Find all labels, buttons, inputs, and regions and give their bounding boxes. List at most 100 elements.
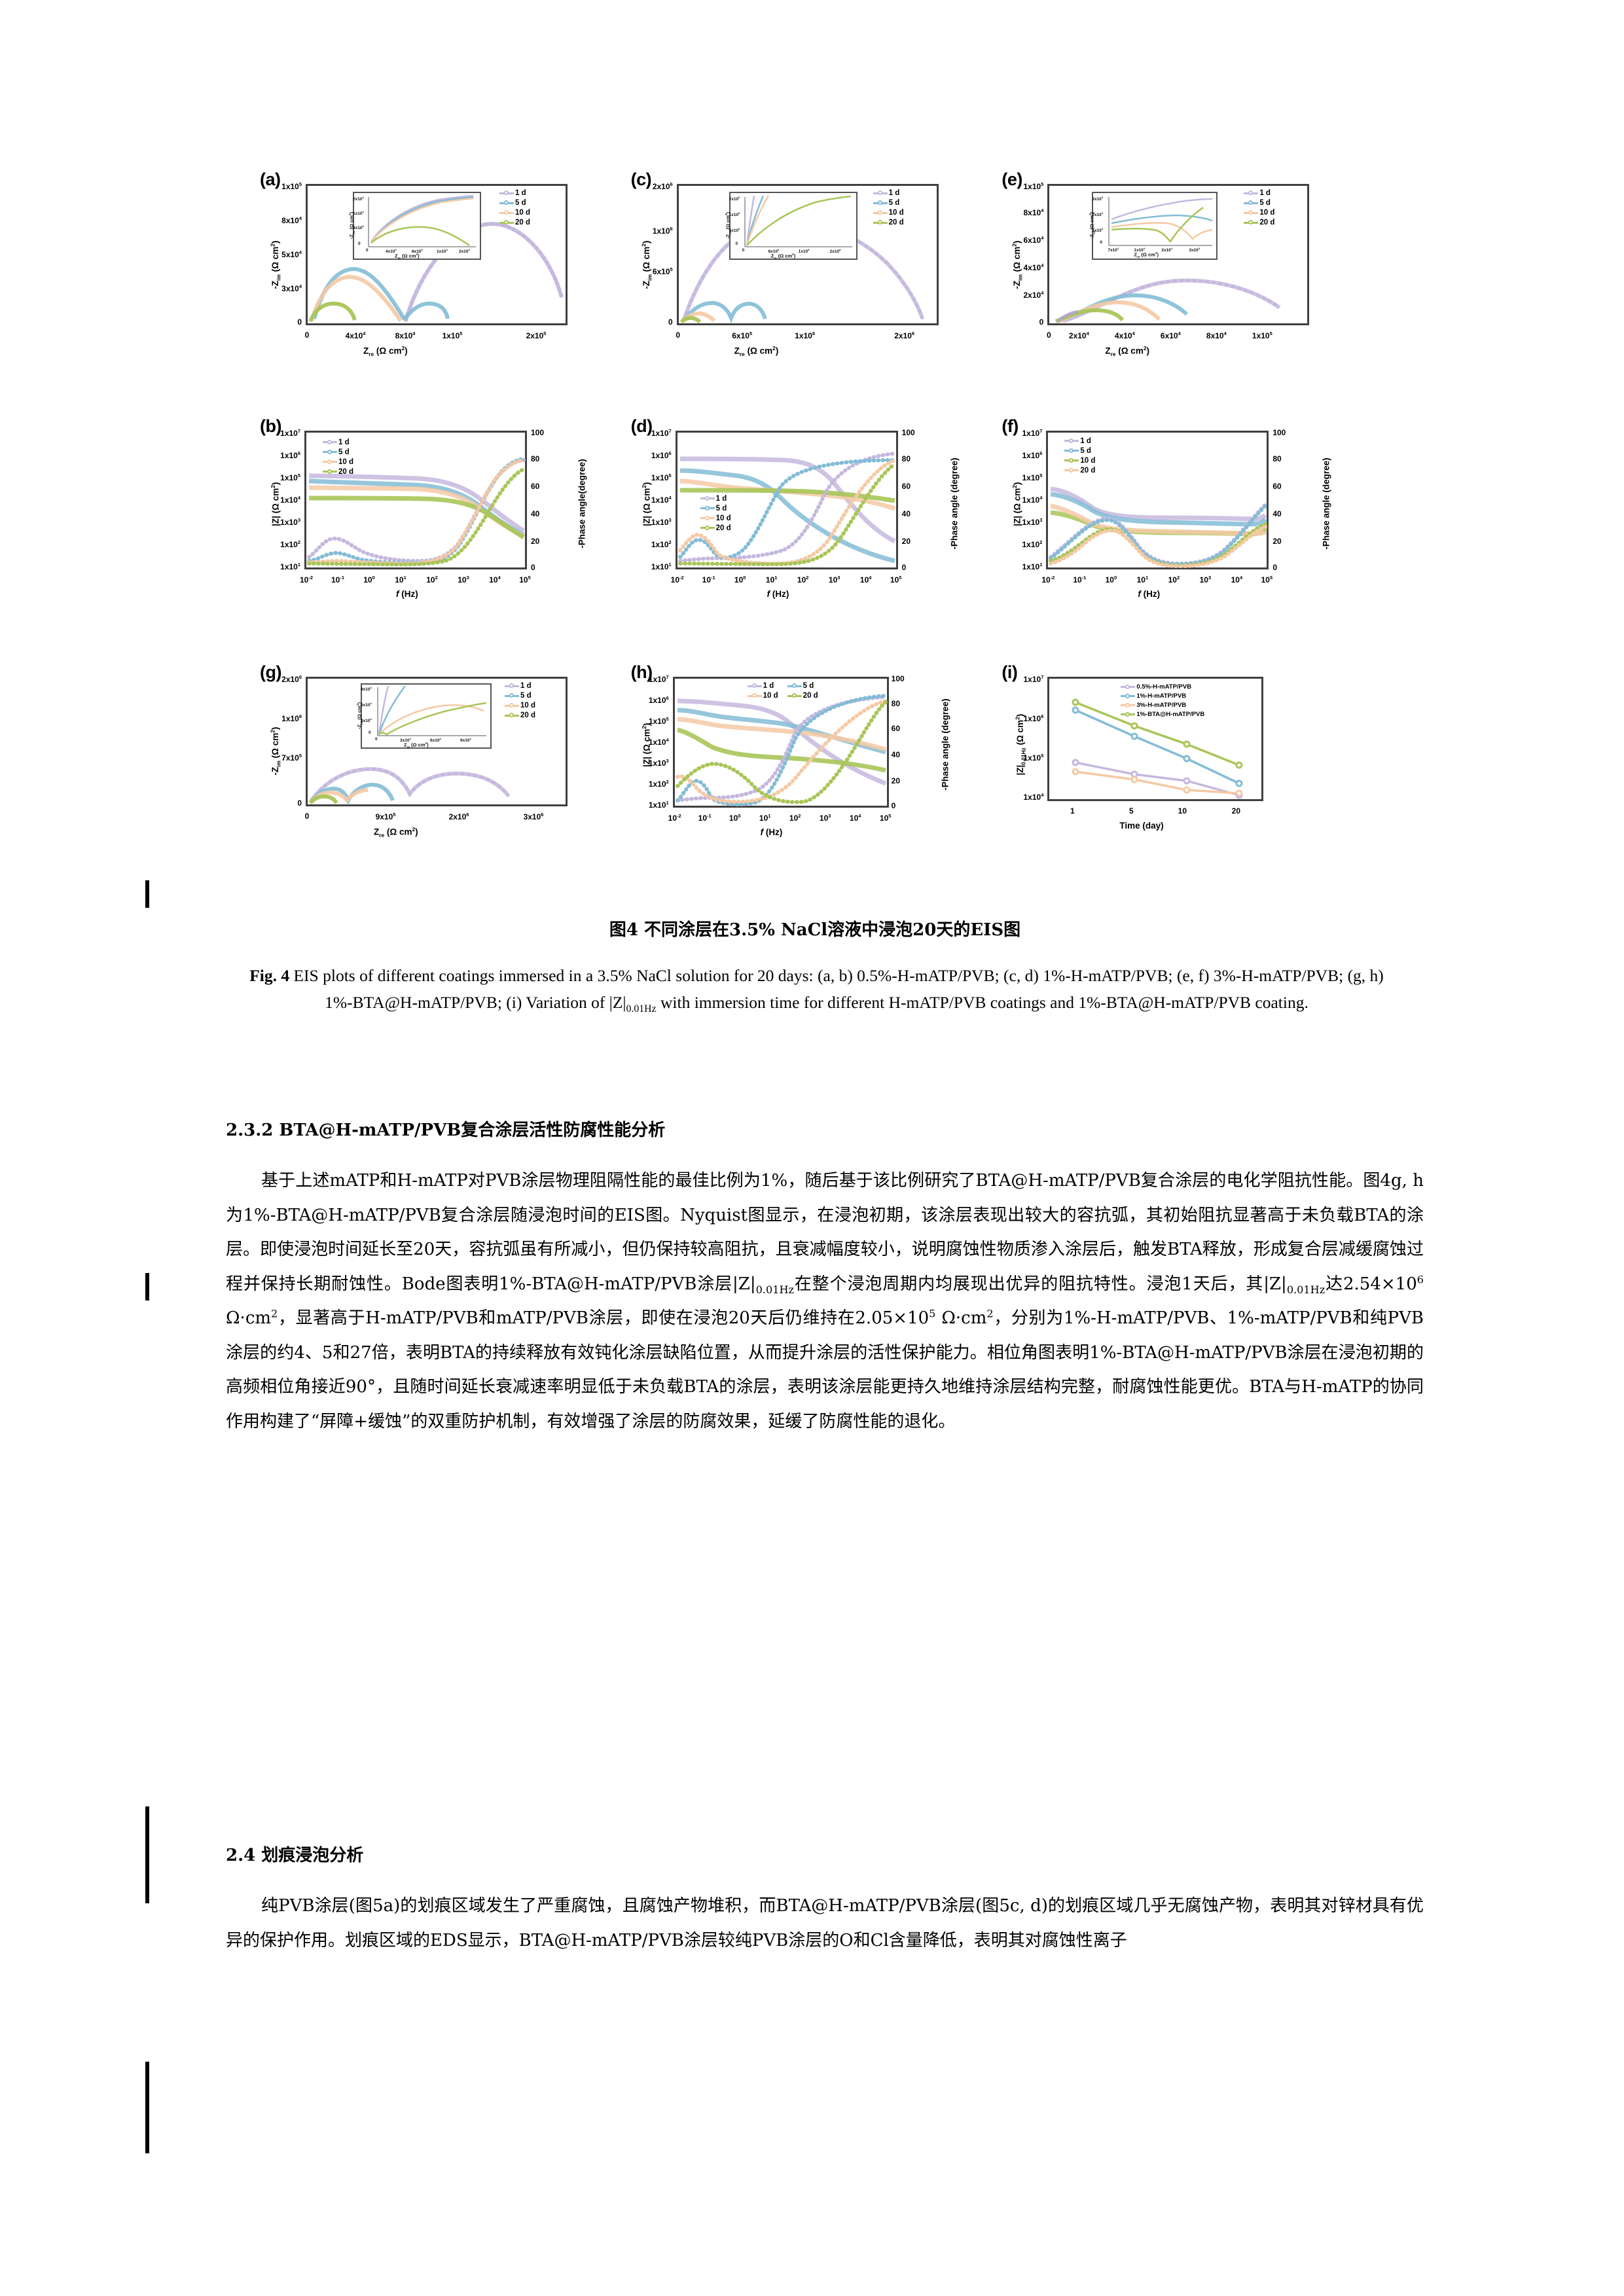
panel-b: (b) |Z| (Ω cm2) 1x107 1x106 1x105 1x104 … (259, 414, 630, 660)
panel-h-xtick: 102 (789, 813, 801, 823)
legend-swatch-1d (505, 683, 519, 689)
panel-h-ytick: 1x106 (648, 695, 669, 706)
panel-d: (d) |Z| (Ω cm2) 1x107 1x106 1x105 1x104 … (630, 414, 1001, 660)
panel-b-xtick: 101 (395, 574, 406, 584)
panel-c-inset: 2x105 1x105 6x104 0 0 6x104 1x105 2x105 … (725, 192, 857, 260)
legend-swatch-1d (1064, 438, 1079, 443)
panel-h-y2tick: 80 (891, 699, 901, 709)
panel-b-xtick: 104 (489, 574, 501, 584)
figure-caption-subscript: 0.01Hz (626, 1003, 657, 1015)
panel-b-y2tick: 60 (531, 481, 540, 491)
para-text-g: ，分别为1%-H-mATP/PVB、1%-mATP/PVB和纯PVB涂层的约4、… (226, 1308, 1424, 1431)
panel-d-ytick: 1x101 (651, 561, 672, 571)
panel-i-ytick: 1x106 (1023, 713, 1044, 724)
panel-f-xtick: 10-1 (1073, 574, 1087, 584)
panel-b-ytick: 1x103 (280, 516, 300, 527)
para-text-c: 达2.54×10 (1325, 1274, 1417, 1294)
panel-f-xtick: 101 (1136, 574, 1149, 584)
para-sup-2: 2 (271, 1307, 278, 1320)
panel-d-xtick: 102 (797, 574, 809, 584)
panel-a-xtick: 1x105 (442, 331, 463, 340)
panel-f-ytick: 1x104 (1022, 494, 1043, 505)
panel-h-ytick: 1x105 (648, 716, 669, 726)
panel-g-inset: 9x104 6x104 3x104 0 0 3x104 6x104 9x104 … (356, 683, 492, 749)
panel-h-xtick: 101 (759, 813, 771, 823)
figure-caption-chinese: 图4 不同涂层在3.5% NaCl溶液中浸泡20天的EIS图 (609, 920, 1021, 940)
legend-swatch-1d (873, 190, 888, 195)
legend-label: 1%-H-mATP/PVB (1136, 692, 1187, 700)
para-text-a: 基于上述mATP和H-mATP对PVB涂层物理阻隔性能的最佳比例为1%，随后基于… (226, 1171, 1424, 1294)
panel-f-ytick: 1x102 (1022, 539, 1043, 549)
para-sub-2: 0.01Hz (1286, 1283, 1326, 1296)
panel-f-y2tick: 80 (1272, 454, 1282, 463)
panel-f-xtick: 104 (1231, 574, 1243, 584)
panel-g: (g) -Zim (Ω cm2) 2x106 1x106 7x105 0 (259, 660, 630, 906)
panel-h-ytick: 1x107 (648, 674, 669, 685)
legend-swatch-20d (1244, 220, 1259, 224)
panel-a-tag: (a) (260, 170, 281, 189)
panel-e-ytick: 0 (1039, 317, 1044, 327)
panel-f-tag: (f) (1001, 416, 1019, 436)
panel-d-ytick: 1x107 (651, 427, 672, 438)
panel-d-ytick: 1x104 (651, 494, 672, 505)
panel-e-ytick: 8x104 (1023, 207, 1044, 217)
panel-a-inset: 2x104 1x104 8x103 0 0 4x103 8x103 1x104 … (348, 192, 481, 260)
panel-i-xtick: 5 (1128, 806, 1134, 816)
panel-e-xtick: 0 (1046, 331, 1051, 340)
panel-f: (f) |Z| (Ω cm2) 1x107 1x106 1x105 1x104 … (1000, 414, 1371, 660)
panel-f-y2tick: 20 (1272, 536, 1282, 546)
panel-h-xtick: 104 (849, 813, 861, 823)
legend-label: 5 d (1080, 446, 1091, 455)
panel-a-ytick: 1x105 (281, 181, 302, 191)
figure-caption-tail: with immersion time for different H-mATP… (656, 993, 1308, 1013)
panel-i-ytick: 1x105 (1023, 753, 1044, 763)
panel-h-xlabel: f (Hz) (760, 827, 783, 838)
para-sup-3: 5 (929, 1307, 936, 1320)
panel-f-xtick: 103 (1199, 574, 1212, 584)
panel-d-ytick: 1x103 (651, 516, 672, 527)
panel-f-y2tick: 100 (1272, 427, 1286, 437)
panel-f-ytick: 1x101 (1022, 561, 1043, 571)
legend-swatch-10d (747, 693, 762, 698)
panel-e-xtick: 4x104 (1114, 331, 1135, 340)
panel-e-ytick: 1x105 (1023, 181, 1044, 191)
figure-caption-english: Fig. 4 EIS plots of different coatings i… (242, 962, 1391, 1018)
panel-d-plot (675, 430, 898, 569)
para-text-f: Ω·cm (935, 1308, 987, 1329)
legend-swatch-5d (787, 683, 802, 689)
panel-h-tag: (h) (630, 662, 653, 683)
panel-b-ytick: 1x107 (280, 427, 300, 438)
panel-d-xtick: 104 (859, 574, 872, 584)
legend-swatch-20d (323, 469, 337, 474)
panel-f-y2tick: 0 (1272, 562, 1278, 572)
legend-label: 10 d (1080, 456, 1096, 465)
panel-e-ytick: 4x104 (1023, 262, 1044, 272)
panel-c-legend: 1 d 5 d 10 d 20 d (873, 189, 904, 226)
panel-f-ytick: 1x106 (1022, 450, 1043, 460)
legend-label: 1 d (1080, 437, 1091, 445)
legend-swatch-10d (873, 210, 888, 215)
legend-swatch-10d (1064, 457, 1079, 463)
panel-d-y2tick: 100 (901, 427, 915, 437)
panel-d-legend: 1 d 5 d 10 d 20 d (700, 495, 731, 532)
panel-e-legend: 1 d 5 d 10 d 20 d (1244, 189, 1274, 226)
panel-b-y2tick: 40 (531, 509, 540, 518)
panel-a-ytick: 0 (297, 317, 302, 327)
section-heading-24: 2.4 划痕浸泡分析 (226, 1846, 364, 1865)
panel-d-xtick: 101 (765, 574, 778, 584)
legend-swatch-20d (499, 220, 514, 224)
legend-swatch-10d (505, 703, 519, 708)
panel-h-plot (672, 677, 889, 808)
panel-a-xtick: 4x104 (345, 331, 366, 340)
panel-h: (h) |Z| (Ω cm2) 1x107 1x106 1x105 1x104 … (630, 660, 1001, 906)
legend-label: 20 d (520, 711, 536, 720)
panel-b-y2tick: 80 (531, 454, 540, 463)
panel-d-xtick: 105 (890, 574, 902, 584)
panel-d-y2tick: 40 (901, 509, 911, 518)
panel-e-tag: (e) (1001, 170, 1022, 189)
panel-f-ytick: 1x103 (1022, 516, 1043, 527)
panel-e-ytick: 6x104 (1023, 235, 1044, 245)
legend-label: 1 d (338, 438, 350, 446)
panel-b-xtick: 102 (426, 574, 438, 584)
panel-c-ytick: 2x106 (652, 181, 673, 191)
